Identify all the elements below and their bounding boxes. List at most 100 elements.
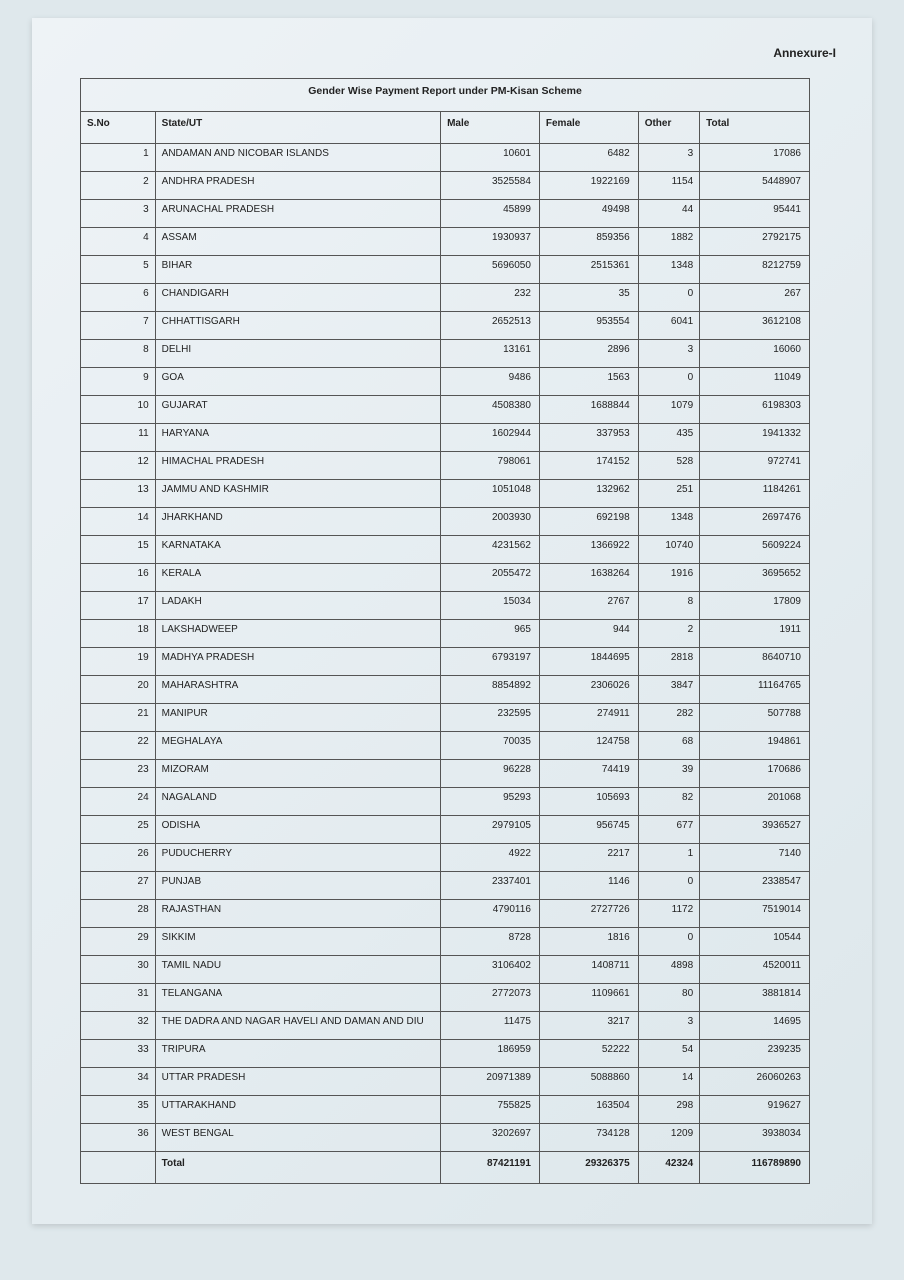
cell-male: 5696050	[441, 256, 540, 284]
cell-sno: 32	[81, 1012, 156, 1040]
cell-male: 1051048	[441, 480, 540, 508]
cell-total: 194861	[700, 732, 810, 760]
cell-other: 3	[638, 144, 699, 172]
cell-sno: 5	[81, 256, 156, 284]
cell-state: CHHATTISGARH	[155, 312, 440, 340]
cell-male: 232595	[441, 704, 540, 732]
total-female: 29326375	[539, 1152, 638, 1184]
cell-state: CHANDIGARH	[155, 284, 440, 312]
cell-sno: 21	[81, 704, 156, 732]
cell-other: 251	[638, 480, 699, 508]
table-row: 28RAJASTHAN4790116272772611727519014	[81, 900, 810, 928]
cell-state: SIKKIM	[155, 928, 440, 956]
cell-total: 26060263	[700, 1068, 810, 1096]
cell-other: 8	[638, 592, 699, 620]
cell-state: TRIPURA	[155, 1040, 440, 1068]
cell-state: BIHAR	[155, 256, 440, 284]
cell-total: 919627	[700, 1096, 810, 1124]
cell-female: 1366922	[539, 536, 638, 564]
cell-sno: 27	[81, 872, 156, 900]
cell-female: 5088860	[539, 1068, 638, 1096]
cell-male: 2003930	[441, 508, 540, 536]
cell-sno: 20	[81, 676, 156, 704]
cell-other: 1348	[638, 508, 699, 536]
cell-sno: 10	[81, 396, 156, 424]
table-row: 30TAMIL NADU3106402140871148984520011	[81, 956, 810, 984]
cell-state: NAGALAND	[155, 788, 440, 816]
cell-female: 953554	[539, 312, 638, 340]
table-row: 22MEGHALAYA7003512475868194861	[81, 732, 810, 760]
table-row: 13JAMMU AND KASHMIR105104813296225111842…	[81, 480, 810, 508]
table-row: 36WEST BENGAL320269773412812093938034	[81, 1124, 810, 1152]
cell-male: 8728	[441, 928, 540, 956]
table-row: 31TELANGANA27720731109661803881814	[81, 984, 810, 1012]
cell-other: 44	[638, 200, 699, 228]
cell-total: 3695652	[700, 564, 810, 592]
cell-other: 3	[638, 340, 699, 368]
cell-male: 6793197	[441, 648, 540, 676]
table-row: 20MAHARASHTRA88548922306026384711164765	[81, 676, 810, 704]
table-title: Gender Wise Payment Report under PM-Kisa…	[81, 79, 810, 112]
cell-total: 2338547	[700, 872, 810, 900]
cell-total: 972741	[700, 452, 810, 480]
cell-total: 170686	[700, 760, 810, 788]
cell-sno: 28	[81, 900, 156, 928]
cell-female: 1563	[539, 368, 638, 396]
cell-total: 17809	[700, 592, 810, 620]
cell-other: 0	[638, 368, 699, 396]
cell-total: 507788	[700, 704, 810, 732]
cell-other: 4898	[638, 956, 699, 984]
cell-male: 70035	[441, 732, 540, 760]
cell-total: 5448907	[700, 172, 810, 200]
cell-state: ANDAMAN AND NICOBAR ISLANDS	[155, 144, 440, 172]
cell-male: 4508380	[441, 396, 540, 424]
annexure-label: Annexure-I	[773, 46, 836, 60]
cell-female: 132962	[539, 480, 638, 508]
cell-other: 3847	[638, 676, 699, 704]
header-total: Total	[700, 112, 810, 144]
cell-sno: 17	[81, 592, 156, 620]
cell-sno: 22	[81, 732, 156, 760]
cell-female: 944	[539, 620, 638, 648]
cell-total: 14695	[700, 1012, 810, 1040]
cell-male: 798061	[441, 452, 540, 480]
cell-female: 2896	[539, 340, 638, 368]
table-row: 2ANDHRA PRADESH3525584192216911545448907	[81, 172, 810, 200]
cell-sno: 11	[81, 424, 156, 452]
table-row: 24NAGALAND9529310569382201068	[81, 788, 810, 816]
cell-state: PUNJAB	[155, 872, 440, 900]
cell-other: 1882	[638, 228, 699, 256]
cell-male: 3202697	[441, 1124, 540, 1152]
cell-other: 10740	[638, 536, 699, 564]
cell-total: 11049	[700, 368, 810, 396]
cell-male: 9486	[441, 368, 540, 396]
cell-other: 298	[638, 1096, 699, 1124]
cell-sno: 18	[81, 620, 156, 648]
cell-state: MIZORAM	[155, 760, 440, 788]
cell-male: 755825	[441, 1096, 540, 1124]
cell-state: TAMIL NADU	[155, 956, 440, 984]
cell-state: JAMMU AND KASHMIR	[155, 480, 440, 508]
table-header-row: S.No State/UT Male Female Other Total	[81, 112, 810, 144]
cell-other: 528	[638, 452, 699, 480]
cell-state: MADHYA PRADESH	[155, 648, 440, 676]
cell-male: 1930937	[441, 228, 540, 256]
cell-other: 2818	[638, 648, 699, 676]
cell-male: 20971389	[441, 1068, 540, 1096]
cell-state: MEGHALAYA	[155, 732, 440, 760]
cell-state: HARYANA	[155, 424, 440, 452]
cell-female: 1844695	[539, 648, 638, 676]
cell-male: 10601	[441, 144, 540, 172]
cell-sno: 36	[81, 1124, 156, 1152]
cell-female: 956745	[539, 816, 638, 844]
cell-other: 2	[638, 620, 699, 648]
cell-sno: 25	[81, 816, 156, 844]
table-row: 32THE DADRA AND NAGAR HAVELI AND DAMAN A…	[81, 1012, 810, 1040]
cell-sno: 13	[81, 480, 156, 508]
cell-sno: 14	[81, 508, 156, 536]
cell-state: WEST BENGAL	[155, 1124, 440, 1152]
table-row: 14JHARKHAND200393069219813482697476	[81, 508, 810, 536]
cell-sno: 12	[81, 452, 156, 480]
cell-female: 49498	[539, 200, 638, 228]
cell-total: 239235	[700, 1040, 810, 1068]
